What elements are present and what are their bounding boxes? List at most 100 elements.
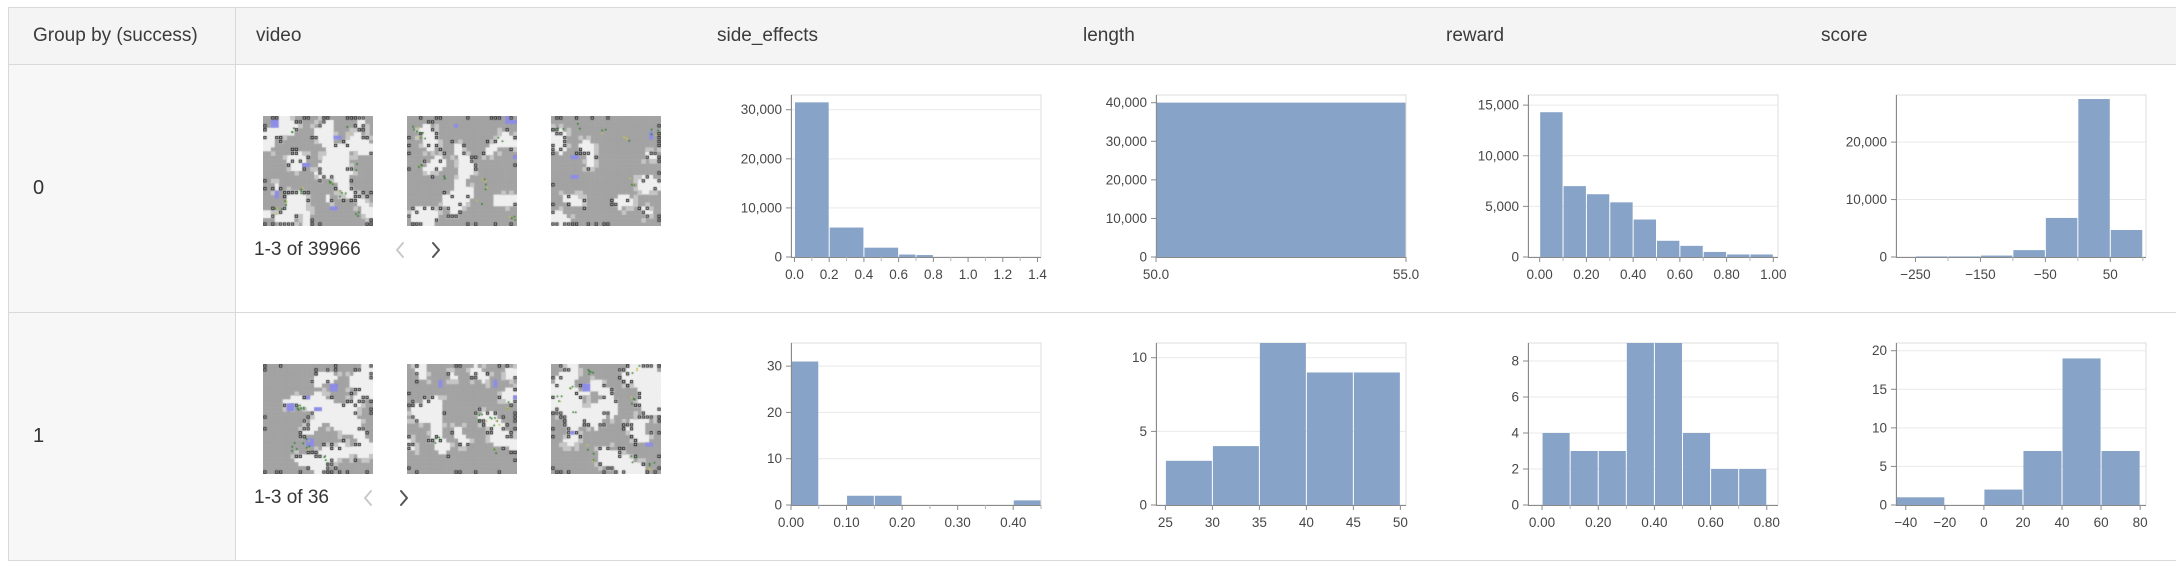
svg-text:0.30: 0.30 — [945, 515, 971, 530]
table-row-group-1: 1 1-3 of 36 0.00 0.10 0.20 — [9, 313, 2176, 560]
svg-text:10: 10 — [1132, 350, 1147, 365]
next-page-icon[interactable] — [427, 239, 445, 261]
reward-histogram[interactable]: 0.00 0.20 0.40 0.60 0.80 0 2 4 6 8 — [1466, 335, 1811, 537]
score-histogram[interactable]: −40 −20 0 20 40 60 80 0 5 10 15 20 — [1834, 335, 2176, 537]
svg-text:30: 30 — [767, 359, 782, 374]
svg-text:30,000: 30,000 — [741, 102, 782, 117]
svg-text:−50: −50 — [2034, 267, 2057, 282]
svg-text:0.10: 0.10 — [833, 515, 859, 530]
svg-text:0.80: 0.80 — [1713, 267, 1739, 282]
svg-text:0: 0 — [1980, 515, 1988, 530]
column-header-label: side_effects — [717, 25, 819, 46]
video-thumbnail[interactable] — [263, 116, 373, 226]
video-thumbnails — [263, 364, 691, 474]
column-header-label: Group by (success) — [33, 25, 198, 46]
column-header-length[interactable]: length — [1071, 8, 1431, 64]
svg-text:50: 50 — [1393, 515, 1408, 530]
svg-text:0.4: 0.4 — [855, 267, 874, 282]
svg-text:25: 25 — [1158, 515, 1173, 530]
svg-text:0: 0 — [1879, 498, 1887, 513]
svg-text:−40: −40 — [1894, 515, 1917, 530]
reward-histogram[interactable]: 0.00 0.20 0.40 0.60 0.80 1.00 0 5,000 10,000 15,0… — [1466, 87, 1811, 289]
group-key-cell: 0 — [9, 65, 236, 312]
column-header-label: video — [256, 25, 302, 46]
svg-text:−150: −150 — [1965, 267, 1995, 282]
svg-text:10,000: 10,000 — [741, 200, 782, 215]
svg-text:1.00: 1.00 — [1760, 267, 1786, 282]
svg-text:40: 40 — [1299, 515, 1314, 530]
reward-histogram-cell: 0.00 0.20 0.40 0.60 0.80 1.00 0 5,000 10,000 15,0… — [1431, 65, 1811, 312]
svg-text:0.6: 0.6 — [889, 267, 908, 282]
previous-page-icon[interactable] — [391, 239, 409, 261]
svg-text:2: 2 — [1511, 462, 1519, 477]
svg-text:60: 60 — [2094, 515, 2109, 530]
svg-text:20: 20 — [1872, 343, 1887, 358]
video-thumbnail[interactable] — [551, 364, 661, 474]
previous-page-icon[interactable] — [359, 487, 377, 509]
length-histogram[interactable]: 25 30 35 40 45 50 0 5 10 — [1094, 335, 1431, 537]
column-header-side-effects[interactable]: side_effects — [691, 8, 1071, 64]
svg-text:20: 20 — [767, 405, 782, 420]
next-page-icon[interactable] — [395, 487, 413, 509]
video-cell: 1-3 of 36 — [236, 313, 691, 560]
svg-text:40,000: 40,000 — [1106, 95, 1147, 110]
svg-text:30: 30 — [1205, 515, 1220, 530]
column-header-label: score — [1821, 25, 1868, 46]
svg-text:0: 0 — [774, 498, 782, 513]
svg-text:20,000: 20,000 — [1106, 172, 1147, 187]
column-header-label: reward — [1446, 25, 1505, 46]
column-header-group-by[interactable]: Group by (success) — [9, 8, 236, 64]
svg-text:0.40: 0.40 — [1620, 267, 1646, 282]
column-header-reward[interactable]: reward — [1431, 8, 1811, 64]
svg-text:5,000: 5,000 — [1485, 199, 1519, 214]
svg-text:0: 0 — [1511, 498, 1519, 513]
side-effects-histogram-cell: 0.0 0.2 0.4 0.6 0.8 1.0 1.2 1.4 0 10,000 20,000 30,… — [691, 65, 1071, 312]
svg-text:0.60: 0.60 — [1667, 267, 1693, 282]
svg-text:10: 10 — [767, 451, 782, 466]
svg-text:0.60: 0.60 — [1697, 515, 1723, 530]
svg-text:10,000: 10,000 — [1846, 192, 1887, 207]
svg-text:30,000: 30,000 — [1106, 134, 1147, 149]
table-header-row: Group by (success) video side_effects le… — [9, 8, 2176, 65]
group-key-label: 0 — [33, 177, 45, 199]
svg-text:0: 0 — [774, 250, 782, 265]
video-thumbnail[interactable] — [263, 364, 373, 474]
length-histogram[interactable]: 50.0 55.0 0 10,000 20,000 30,000 40,000 — [1094, 87, 1431, 289]
side-effects-histogram[interactable]: 0.0 0.2 0.4 0.6 0.8 1.0 1.2 1.4 0 10,000 20,000 30,… — [729, 87, 1071, 289]
svg-text:5: 5 — [1139, 424, 1147, 439]
svg-text:6: 6 — [1511, 390, 1519, 405]
table-row-group-0: 0 1-3 of 39966 0.0 0.2 0.4 — [9, 65, 2176, 313]
score-histogram-cell: −40 −20 0 20 40 60 80 0 5 10 15 20 — [1811, 313, 2176, 560]
group-key-cell: 1 — [9, 313, 236, 560]
score-histogram[interactable]: −250 −150 −50 50 0 10,000 20,000 — [1834, 87, 2176, 289]
svg-text:0.20: 0.20 — [1585, 515, 1611, 530]
svg-text:0.20: 0.20 — [889, 515, 915, 530]
video-thumbnails — [263, 116, 691, 226]
svg-text:−250: −250 — [1900, 267, 1930, 282]
video-thumbnail[interactable] — [407, 116, 517, 226]
reward-histogram-cell: 0.00 0.20 0.40 0.60 0.80 0 2 4 6 8 — [1431, 313, 1811, 560]
svg-text:55.0: 55.0 — [1393, 267, 1419, 282]
side-effects-histogram[interactable]: 0.00 0.10 0.20 0.30 0.40 0 10 20 30 — [729, 335, 1071, 537]
column-header-score[interactable]: score — [1811, 8, 2176, 64]
svg-text:35: 35 — [1252, 515, 1267, 530]
svg-text:0.00: 0.00 — [1527, 267, 1553, 282]
score-histogram-cell: −250 −150 −50 50 0 10,000 20,000 — [1811, 65, 2176, 312]
svg-text:45: 45 — [1346, 515, 1361, 530]
pagination: 1-3 of 39966 — [254, 239, 691, 261]
svg-text:4: 4 — [1511, 426, 1519, 441]
svg-text:15: 15 — [1872, 382, 1887, 397]
pagination: 1-3 of 36 — [254, 487, 691, 509]
video-cell: 1-3 of 39966 — [236, 65, 691, 312]
svg-text:0.00: 0.00 — [1529, 515, 1555, 530]
svg-text:5: 5 — [1879, 459, 1887, 474]
svg-text:10: 10 — [1872, 420, 1887, 435]
svg-text:0.80: 0.80 — [1754, 515, 1780, 530]
video-thumbnail[interactable] — [551, 116, 661, 226]
column-header-video[interactable]: video — [236, 8, 691, 64]
svg-text:1.2: 1.2 — [993, 267, 1012, 282]
video-thumbnail[interactable] — [407, 364, 517, 474]
svg-text:0: 0 — [1879, 250, 1887, 265]
svg-text:50.0: 50.0 — [1143, 267, 1169, 282]
svg-text:10,000: 10,000 — [1106, 211, 1147, 226]
